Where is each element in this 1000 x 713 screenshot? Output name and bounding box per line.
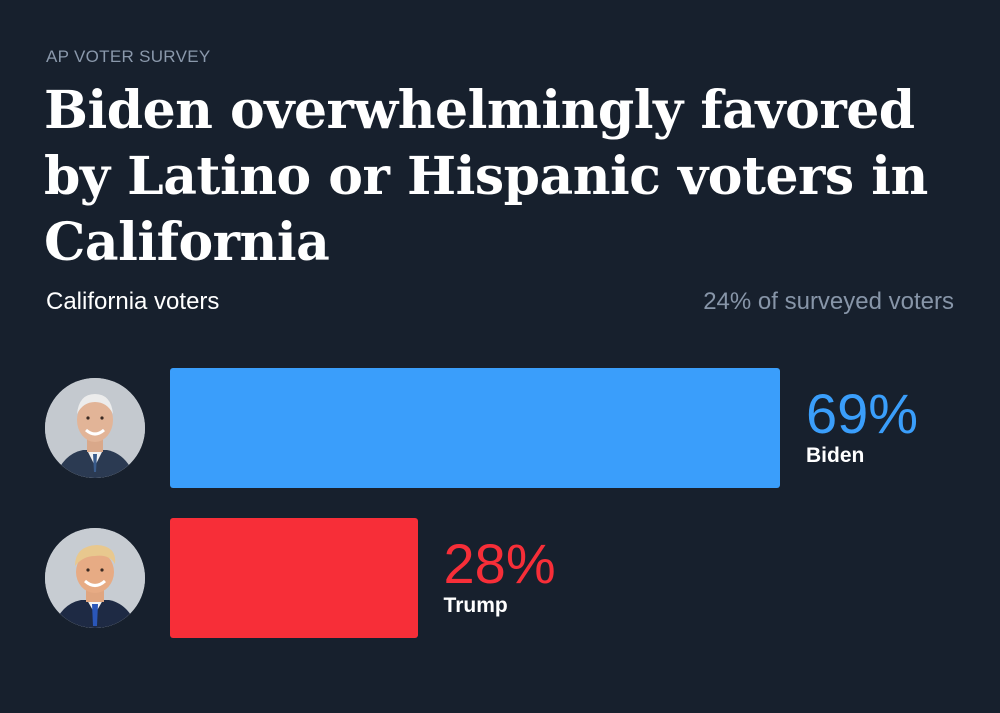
kicker: AP VOTER SURVEY — [46, 47, 211, 66]
chart-subtitle: California voters — [46, 288, 220, 315]
value-block-biden: 69% Biden — [806, 384, 918, 468]
trump-avatar — [45, 528, 145, 628]
value-label-trump: 28% — [443, 532, 556, 595]
value-block-trump: 28% Trump — [444, 534, 556, 618]
bar-row-trump: 28% Trump — [0, 518, 1000, 638]
category-label-trump: Trump — [443, 594, 508, 617]
share-note: 24% of surveyed voters — [703, 288, 954, 315]
bar-row-biden: 69% Biden — [0, 368, 1000, 488]
category-label-biden: Biden — [806, 444, 865, 467]
value-label-biden: 69% — [806, 382, 919, 445]
trump-portrait-icon — [45, 528, 145, 628]
biden-portrait-icon — [45, 378, 145, 478]
bar-biden — [170, 368, 780, 488]
biden-avatar — [45, 378, 145, 478]
bar-trump — [170, 518, 418, 638]
page-title: Biden overwhelmingly favored by Latino o… — [44, 80, 928, 273]
